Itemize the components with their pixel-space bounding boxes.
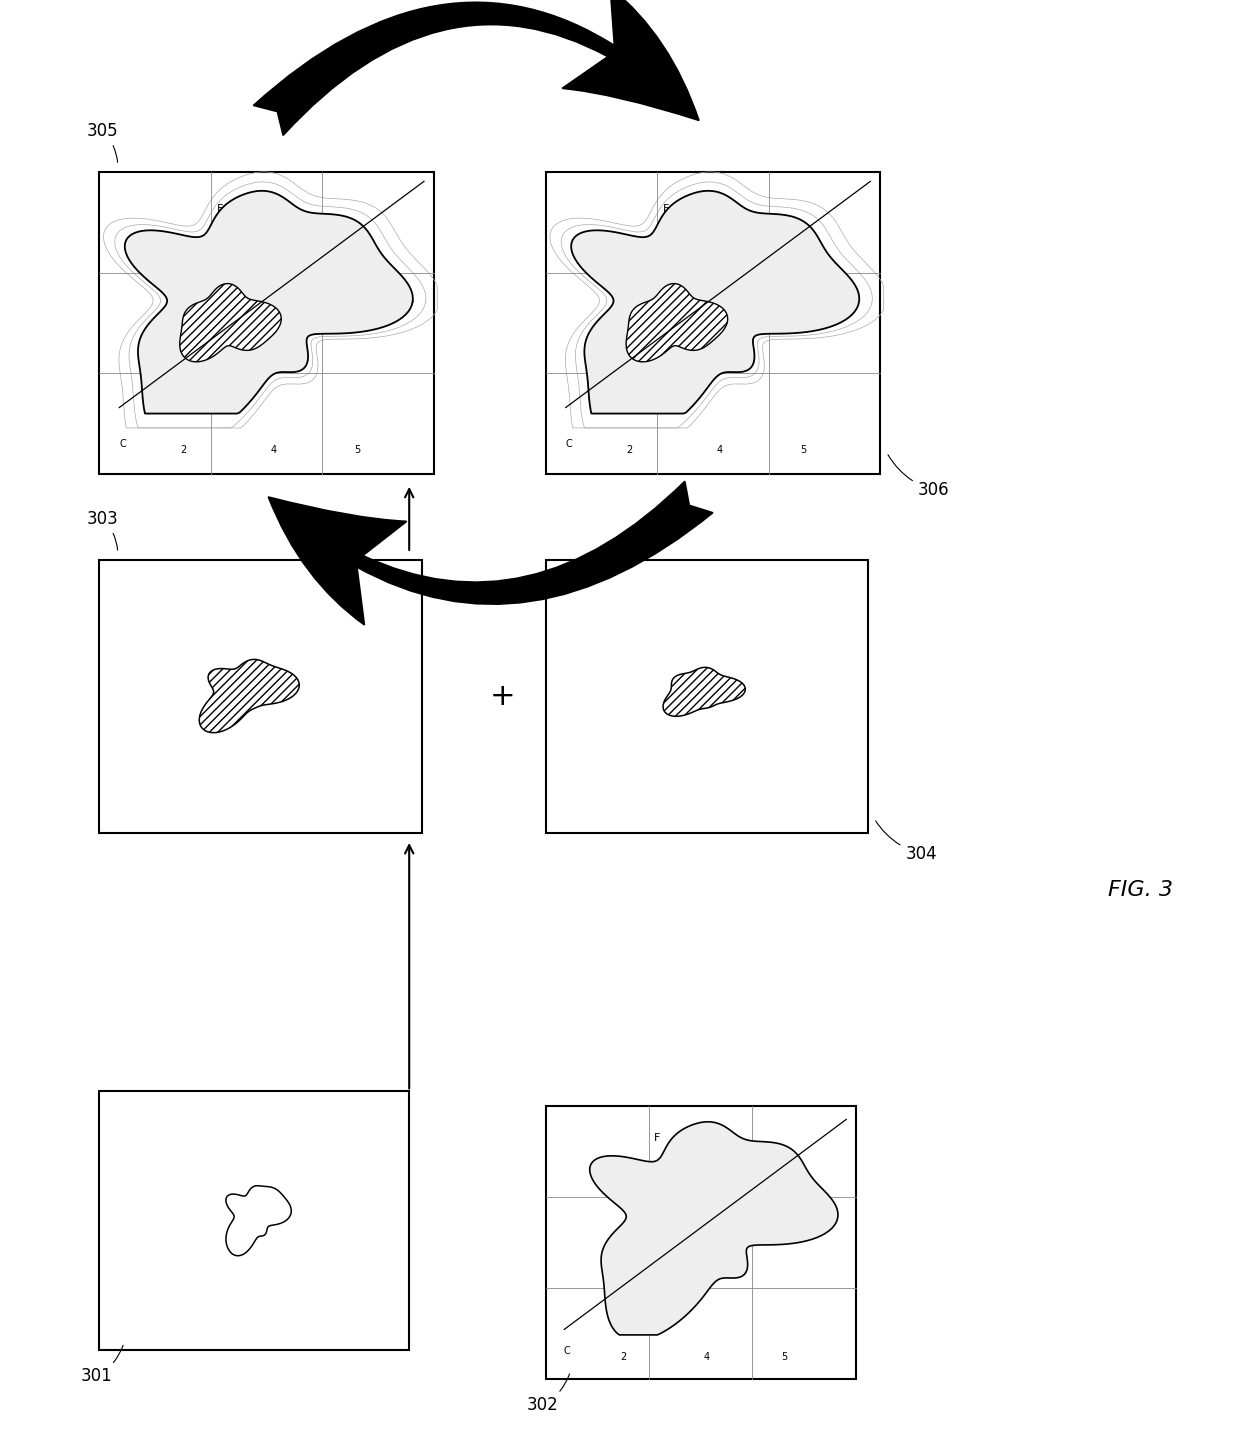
Polygon shape [180, 283, 281, 362]
Text: 2: 2 [180, 445, 186, 455]
Text: +: + [490, 682, 515, 711]
Polygon shape [226, 1186, 291, 1255]
Polygon shape [590, 1122, 838, 1335]
Text: 304: 304 [875, 821, 937, 863]
Bar [99, 560, 422, 833]
Polygon shape [626, 283, 728, 362]
FancyArrowPatch shape [269, 481, 713, 625]
Bar [546, 560, 868, 833]
Polygon shape [200, 659, 299, 732]
Text: 5: 5 [800, 445, 806, 455]
Text: 2: 2 [620, 1351, 626, 1361]
Text: 5: 5 [781, 1351, 787, 1361]
Text: 5: 5 [353, 445, 360, 455]
Text: 303: 303 [87, 510, 119, 550]
Polygon shape [125, 191, 413, 414]
Polygon shape [663, 668, 745, 717]
Text: 4: 4 [717, 445, 723, 455]
Text: 301: 301 [81, 1346, 123, 1386]
Text: 4: 4 [270, 445, 277, 455]
Text: 305: 305 [87, 122, 119, 162]
Text: C: C [119, 439, 126, 448]
Text: 306: 306 [888, 455, 950, 500]
FancyArrowPatch shape [254, 0, 698, 135]
Text: FIG. 3: FIG. 3 [1109, 880, 1173, 900]
Text: F: F [663, 204, 670, 214]
Text: 2: 2 [626, 445, 632, 455]
Bar [99, 172, 434, 474]
Text: C: C [564, 1347, 570, 1356]
Bar [546, 172, 880, 474]
Text: C: C [565, 439, 573, 448]
Polygon shape [572, 191, 859, 414]
Text: F: F [217, 204, 223, 214]
Bar [99, 1091, 409, 1350]
Text: 4: 4 [704, 1351, 709, 1361]
Text: 302: 302 [527, 1374, 569, 1414]
Bar [546, 1106, 856, 1379]
Text: F: F [653, 1133, 661, 1143]
